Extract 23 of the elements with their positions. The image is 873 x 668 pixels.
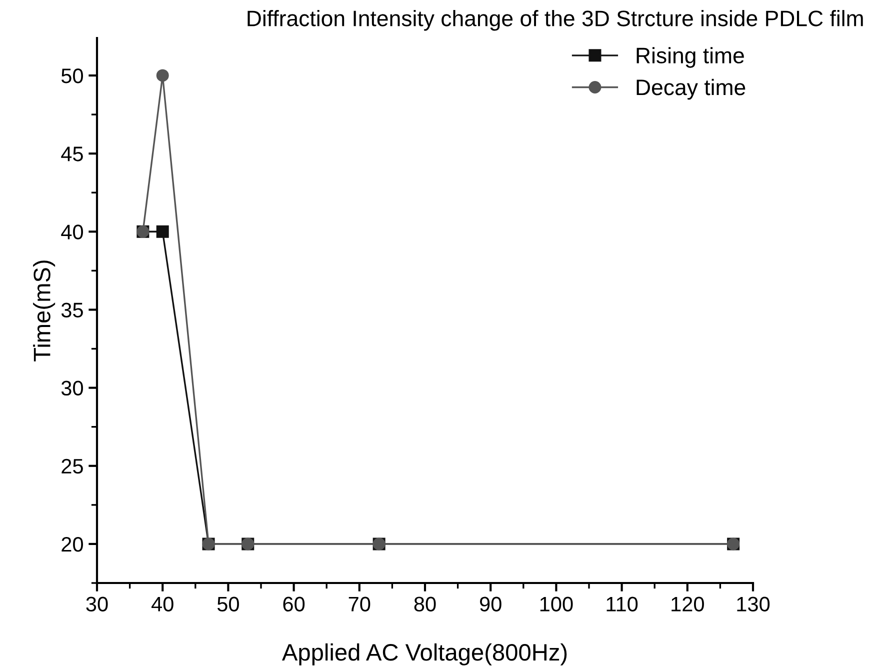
x-tick-label: 70 <box>348 596 370 612</box>
x-tick-label: 130 <box>737 596 770 612</box>
y-tick-label: 50 <box>61 68 83 84</box>
legend-label: Decay time <box>636 78 746 100</box>
x-axis-title: Applied AC Voltage(800Hz) <box>282 643 567 666</box>
x-tick-label: 90 <box>480 596 502 612</box>
y-tick-label: 30 <box>61 380 83 396</box>
x-tick-label: 80 <box>414 596 436 612</box>
y-tick-label: 25 <box>62 458 83 474</box>
y-tick-label: 40 <box>61 224 83 240</box>
chart-title: Diffraction Intensity change of the 3D Strcture inside PDLC film <box>248 10 863 31</box>
y-tick-label: 20 <box>62 536 83 552</box>
y-axis-title: Time(mS) <box>33 260 56 362</box>
x-tick-label: 110 <box>606 596 638 612</box>
x-tick-label: 60 <box>283 596 305 612</box>
y-tick-label: 45 <box>61 146 83 162</box>
x-tick-label: 50 <box>217 596 239 612</box>
legend-label: Rising time <box>636 47 744 68</box>
x-tick-label: 40 <box>151 596 174 612</box>
x-tick-label: 120 <box>672 596 704 612</box>
y-tick-label: 35 <box>61 302 83 318</box>
x-tick-label: 30 <box>86 596 108 612</box>
x-tick-label: 100 <box>540 596 573 612</box>
